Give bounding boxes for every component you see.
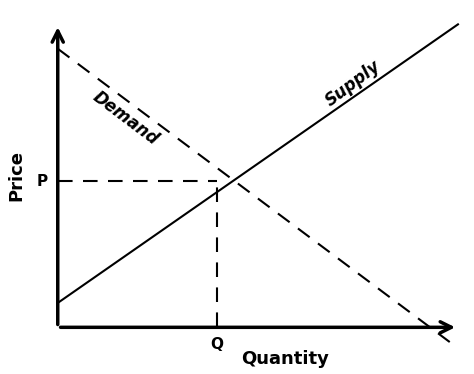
Text: Quantity: Quantity	[241, 350, 329, 368]
Text: Q: Q	[210, 337, 223, 352]
Text: P: P	[36, 174, 47, 188]
Text: Supply: Supply	[322, 57, 384, 110]
Text: Price: Price	[8, 150, 26, 201]
Text: Demand: Demand	[90, 88, 162, 149]
